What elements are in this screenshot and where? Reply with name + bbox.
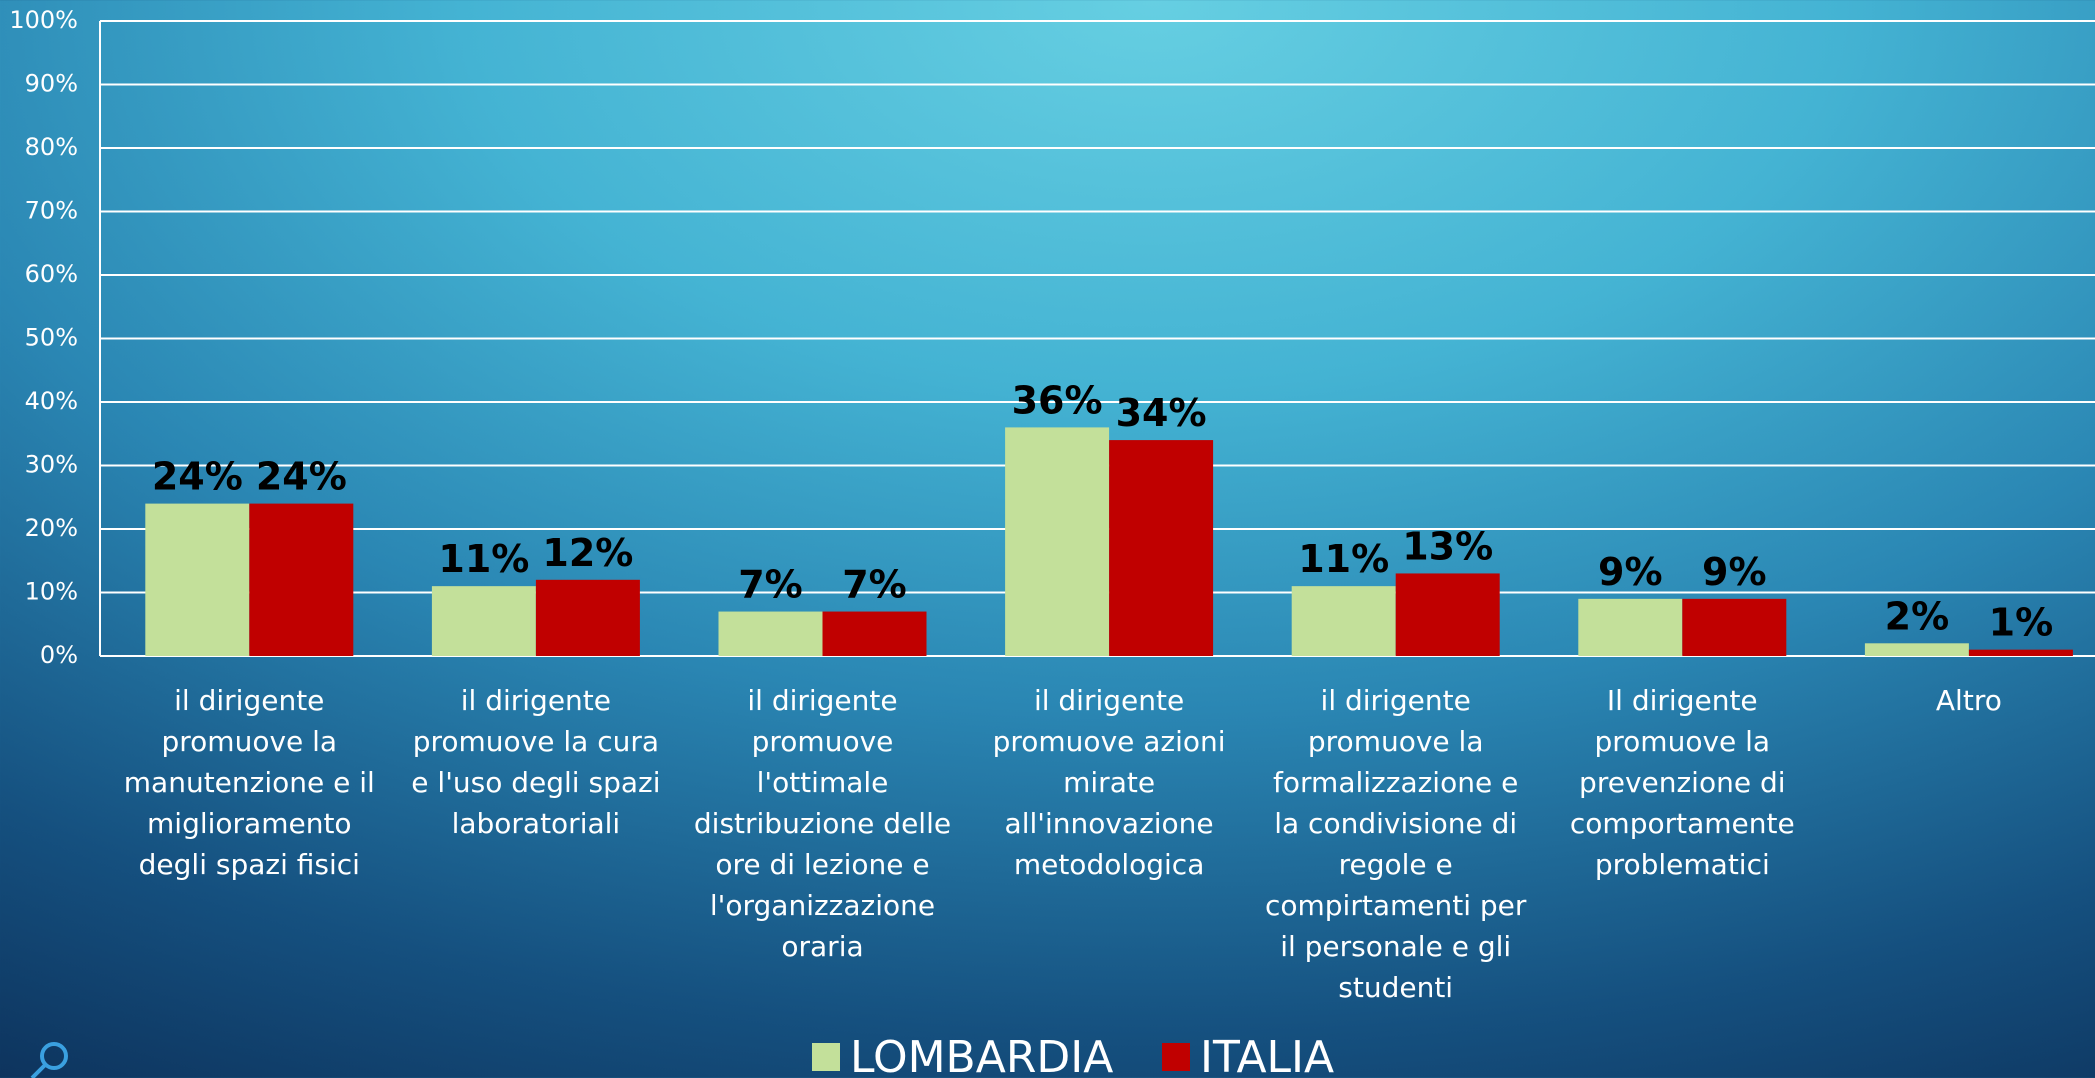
data-label: 2% [1885, 594, 1950, 638]
data-label: 34% [1116, 391, 1207, 435]
data-label: 11% [1298, 537, 1389, 581]
bar [535, 579, 640, 656]
y-tick-label: 40% [25, 387, 78, 415]
data-label: 7% [842, 563, 907, 607]
bar [1109, 440, 1214, 656]
legend-label: ITALIA [1200, 1031, 1335, 1078]
bar [718, 611, 823, 656]
y-tick-label: 100% [9, 6, 78, 34]
data-label: 24% [152, 455, 243, 499]
legend-label: LOMBARDIA [850, 1031, 1114, 1078]
bar [1395, 573, 1500, 656]
bar [822, 611, 927, 656]
bar [249, 503, 354, 656]
y-tick-label: 90% [25, 70, 78, 98]
data-label: 9% [1598, 550, 1663, 594]
x-tick-label: il dirigente promuove la cura e l'uso de… [411, 684, 661, 840]
data-label: 7% [738, 563, 803, 607]
data-label: 11% [438, 537, 529, 581]
data-label: 1% [1989, 601, 2054, 645]
legend-item: ITALIA [1162, 1032, 1334, 1078]
bar [1864, 643, 1969, 656]
legend-item: LOMBARDIA [812, 1032, 1113, 1078]
y-tick-label: 20% [25, 514, 78, 542]
y-tick-label: 30% [25, 451, 78, 479]
x-tick-label: il dirigente promuove la manutenzione e … [123, 684, 375, 881]
bar [145, 503, 250, 656]
y-tick-label: 50% [25, 324, 78, 352]
x-tick-label: Il dirigente promuove la prevenzione di … [1569, 684, 1795, 881]
y-tick-label: 70% [25, 197, 78, 225]
data-label: 24% [256, 455, 347, 499]
data-label: 12% [542, 531, 633, 575]
legend-swatch [1162, 1043, 1190, 1071]
bar [1968, 649, 2073, 656]
bar [1005, 427, 1110, 656]
search-icon [30, 1042, 68, 1078]
x-tick-label: il dirigente promuove l'ottimale distrib… [693, 684, 952, 963]
bar [431, 586, 536, 656]
y-tick-label: 10% [25, 578, 78, 606]
bar [1291, 586, 1396, 656]
data-label: 13% [1402, 524, 1493, 568]
legend-swatch [812, 1043, 840, 1071]
y-tick-label: 0% [40, 641, 78, 669]
x-tick-label: Altro [1935, 684, 2002, 717]
data-label: 36% [1012, 378, 1103, 422]
x-tick-label: il dirigente promuove azioni mirate all'… [992, 684, 1226, 881]
data-label: 9% [1702, 550, 1767, 594]
x-tick-label: il dirigente promuove la formalizzazione… [1264, 684, 1527, 1004]
y-tick-label: 60% [25, 260, 78, 288]
bar [1682, 598, 1787, 656]
bar [1578, 598, 1683, 656]
y-tick-label: 80% [25, 133, 78, 161]
